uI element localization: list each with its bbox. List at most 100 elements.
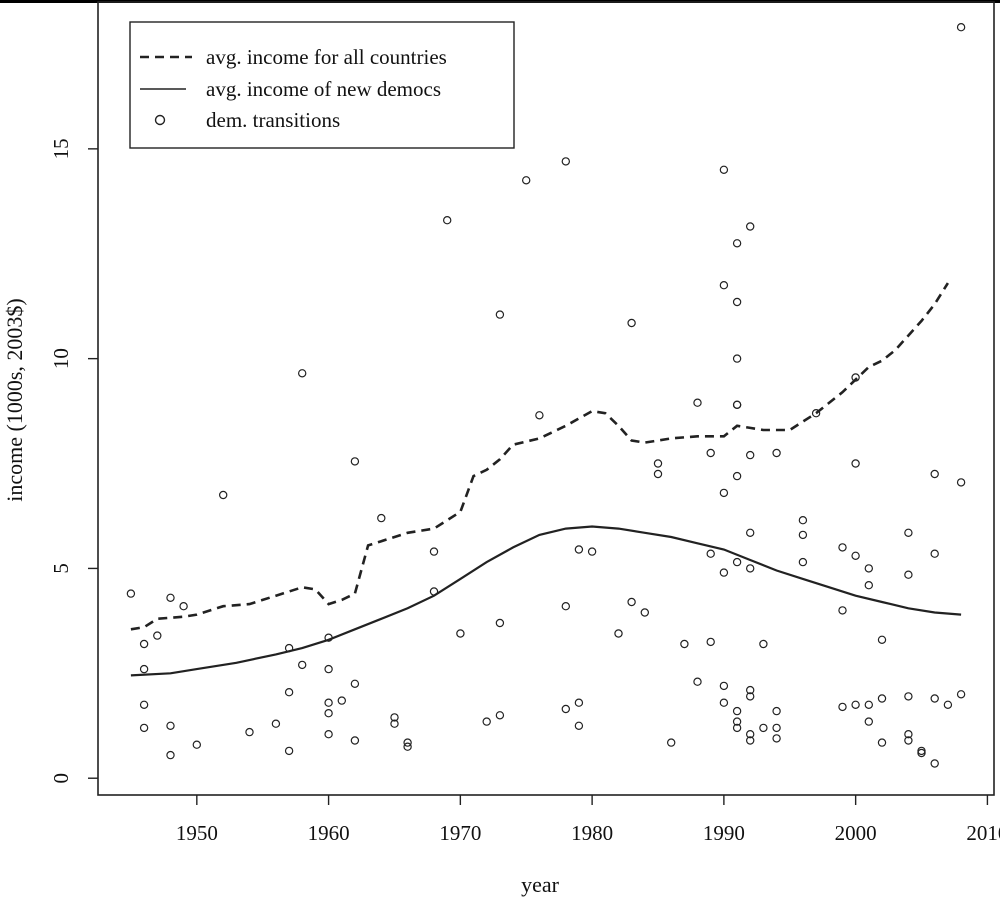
points-layer (126, 23, 966, 768)
transition-point (126, 589, 136, 598)
transition-point (574, 698, 584, 707)
transition-point (877, 694, 887, 703)
transition-point (798, 530, 808, 540)
transition-point (732, 239, 742, 248)
transition-point (324, 698, 333, 707)
transition-point (245, 727, 254, 737)
transition-point (719, 488, 729, 498)
transition-point (838, 702, 847, 712)
transition-point (627, 318, 636, 328)
transition-point (864, 700, 874, 710)
transition-point (930, 549, 939, 558)
transition-point (522, 176, 531, 185)
transition-point (429, 547, 439, 556)
transition-point (495, 711, 505, 720)
transition-point (706, 637, 715, 647)
plot-frame (97, 1, 995, 796)
transition-point (284, 746, 294, 756)
transition-point (139, 664, 149, 674)
transition-point (693, 677, 702, 686)
transition-point (851, 373, 860, 382)
transition-point (746, 730, 755, 739)
transition-point (153, 631, 162, 640)
transition-point (930, 759, 939, 768)
transition-point (732, 400, 742, 409)
transition-point (324, 633, 333, 642)
transition-point (719, 681, 729, 691)
transition-point (956, 478, 966, 487)
transition-point (904, 570, 913, 579)
transition-point (956, 23, 966, 32)
transition-point (772, 723, 781, 733)
transition-point (732, 557, 742, 567)
transition-point (574, 545, 584, 554)
legend: avg. income for all countries avg. incom… (129, 21, 515, 149)
transition-point (772, 706, 781, 716)
transition-point (693, 398, 702, 407)
transition-point (943, 700, 953, 710)
y-axis-title: income (1000s, 2003$) (2, 298, 27, 501)
transition-point (877, 635, 887, 645)
transition-point (403, 742, 412, 751)
transition-point (627, 597, 636, 607)
transition-point (587, 547, 597, 556)
transition-point (284, 688, 294, 697)
transition-point (574, 721, 584, 731)
legend-label-all-countries: avg. income for all countries (206, 45, 447, 69)
x-tick-label-1990: 1990 (703, 821, 745, 845)
x-tick-label-2000: 2000 (835, 821, 877, 845)
transition-point (772, 734, 781, 743)
transition-point (403, 738, 412, 747)
transition-point (746, 450, 755, 460)
transition-point (561, 704, 571, 714)
transition-point (732, 717, 742, 726)
transition-point (759, 639, 768, 649)
transition-point (930, 694, 939, 703)
transition-point (746, 222, 755, 231)
transition-point (917, 748, 926, 758)
transition-point (284, 643, 294, 653)
transition-point (350, 457, 360, 466)
transition-point (324, 730, 333, 739)
transition-point (298, 660, 307, 670)
x-tick-label-1970: 1970 (439, 821, 481, 845)
transition-point (772, 448, 781, 458)
x-tick-label-1960: 1960 (308, 821, 350, 845)
transition-point (838, 606, 847, 615)
transition-point (139, 639, 149, 649)
transition-point (192, 740, 201, 749)
transition-point (732, 723, 742, 733)
transition-point (456, 629, 465, 638)
transition-point (956, 690, 966, 699)
legend-label-transitions: dem. transitions (206, 108, 340, 132)
transition-point (377, 513, 386, 523)
transition-point (746, 564, 755, 573)
transition-point (904, 736, 913, 745)
transition-point (667, 738, 676, 747)
transition-point (614, 629, 623, 638)
transition-point (350, 736, 360, 745)
transition-point (877, 738, 887, 747)
transition-point (706, 448, 715, 458)
y-tick-label-10: 10 (49, 348, 73, 369)
transition-point (495, 310, 505, 319)
transition-point (732, 706, 742, 716)
transition-point (482, 717, 491, 726)
transition-point (640, 608, 650, 617)
transition-point (904, 528, 913, 538)
transition-point (746, 692, 755, 701)
transition-point (166, 721, 175, 731)
transition-point (166, 750, 175, 760)
transition-point (930, 469, 939, 479)
transition-point (218, 490, 228, 500)
y-tick-label-0: 0 (49, 773, 73, 784)
transition-point (904, 730, 913, 739)
transition-point (732, 297, 742, 307)
transition-point (443, 215, 452, 225)
transition-point (653, 459, 663, 468)
transition-point (429, 587, 439, 596)
transition-point (864, 717, 874, 726)
transition-point (811, 409, 821, 418)
transition-point (139, 723, 149, 733)
